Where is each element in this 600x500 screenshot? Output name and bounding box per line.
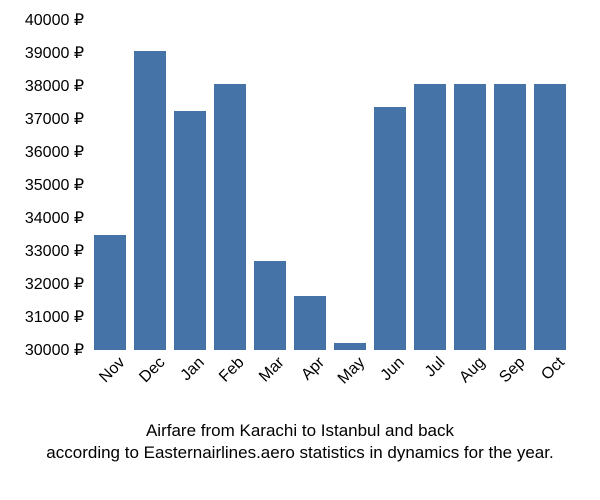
x-axis: NovDec JanFebMar AprMay Jun Jul AugSep Oct (90, 354, 570, 414)
bar (454, 84, 486, 350)
y-tick-label: 37000 ₽ (25, 109, 84, 129)
bar (534, 84, 566, 350)
bar (134, 51, 166, 350)
caption-line-2: according to Easternairlines.aero statis… (46, 443, 553, 462)
y-tick-label: 39000 ₽ (25, 43, 84, 63)
bar (174, 111, 206, 350)
bar (294, 296, 326, 350)
x-tick-label: Jan (178, 354, 209, 385)
bar (494, 84, 526, 350)
plot-area (90, 20, 570, 350)
y-tick-label: 35000 ₽ (25, 175, 84, 195)
y-tick-label: 33000 ₽ (25, 241, 84, 261)
x-tick-label: Feb (216, 354, 248, 386)
y-tick-label: 34000 ₽ (25, 208, 84, 228)
x-tick-label: Dec (136, 354, 169, 387)
x-tick-label: Mar (256, 354, 288, 386)
bar (94, 235, 126, 351)
y-tick-label: 38000 ₽ (25, 76, 84, 96)
x-tick-label: Aug (456, 354, 489, 387)
bar (214, 84, 246, 350)
x-tick-label: May (335, 354, 369, 388)
x-tick-label: Jul (422, 354, 449, 381)
x-tick-label: Nov (96, 354, 129, 387)
y-tick-label: 40000 ₽ (25, 10, 84, 30)
y-tick-label: 32000 ₽ (25, 274, 84, 294)
y-tick-label: 30000 ₽ (25, 340, 84, 360)
x-tick-label: Apr (298, 354, 328, 384)
y-tick-label: 36000 ₽ (25, 142, 84, 162)
y-tick-label: 31000 ₽ (25, 307, 84, 327)
bar (374, 107, 406, 350)
x-tick-label: Jun (378, 354, 409, 385)
x-tick-label: Oct (538, 354, 568, 384)
y-axis: 30000 ₽31000 ₽32000 ₽33000 ₽34000 ₽35000… (0, 20, 90, 350)
bar (334, 343, 366, 350)
caption-line-1: Airfare from Karachi to Istanbul and bac… (146, 421, 454, 440)
x-tick-label: Sep (496, 354, 529, 387)
airfare-bar-chart: 30000 ₽ 31000 ₽ 32000 ₽ 33000 ₽ 34000 ₽ 35000… (0, 0, 600, 500)
bar (414, 84, 446, 350)
bars-container (90, 20, 570, 350)
chart-caption: Airfare from Karachi to Istanbul and bac… (0, 420, 600, 464)
bar (254, 261, 286, 350)
